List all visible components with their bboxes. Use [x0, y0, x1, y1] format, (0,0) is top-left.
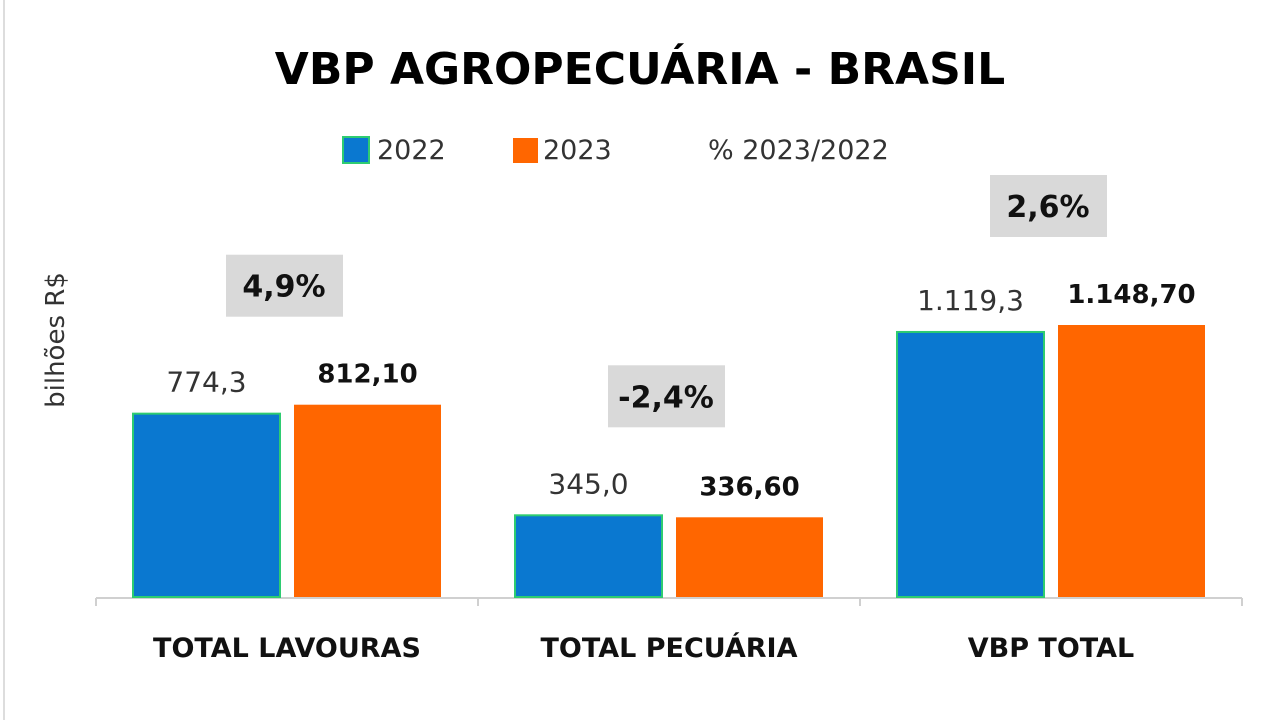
data-label-2022: 1.119,3 — [917, 284, 1024, 317]
bar-2023 — [1058, 325, 1205, 597]
percent-change-box — [608, 365, 725, 428]
legend: 2022 2023 % 2023/2022 — [342, 135, 889, 166]
legend-swatch-2023 — [513, 138, 538, 163]
y-axis-label: bilhões R$ — [41, 272, 71, 408]
legend-label-percent: % 2023/2022 — [708, 135, 889, 166]
percent-change-box — [226, 254, 343, 317]
category-label: VBP TOTAL — [968, 633, 1134, 664]
percent-change-label: -2,4% — [618, 380, 714, 415]
category-label: TOTAL LAVOURAS — [153, 633, 421, 664]
legend-swatch-2022 — [342, 136, 370, 164]
data-label-2022: 345,0 — [548, 467, 628, 500]
bar-2022 — [514, 514, 663, 599]
data-label-2023: 336,60 — [699, 472, 799, 502]
category-label: TOTAL PECUÁRIA — [541, 632, 798, 664]
bar-2022 — [132, 412, 281, 598]
bar-2023 — [676, 517, 823, 597]
percent-change-label: 2,6% — [1006, 190, 1089, 225]
bar-2023 — [294, 404, 441, 597]
data-label-2022: 774,3 — [166, 366, 246, 399]
percent-change-box — [990, 175, 1107, 237]
bar-2022 — [896, 330, 1045, 598]
chart-title: VBP AGROPECUÁRIA - BRASIL — [275, 42, 1005, 95]
legend-label-2022: 2022 — [377, 135, 446, 166]
legend-label-2023: 2023 — [543, 135, 612, 166]
data-label-2023: 812,10 — [317, 360, 417, 390]
percent-change-label: 4,9% — [242, 270, 325, 305]
data-label-2023: 1.148,70 — [1067, 280, 1195, 310]
